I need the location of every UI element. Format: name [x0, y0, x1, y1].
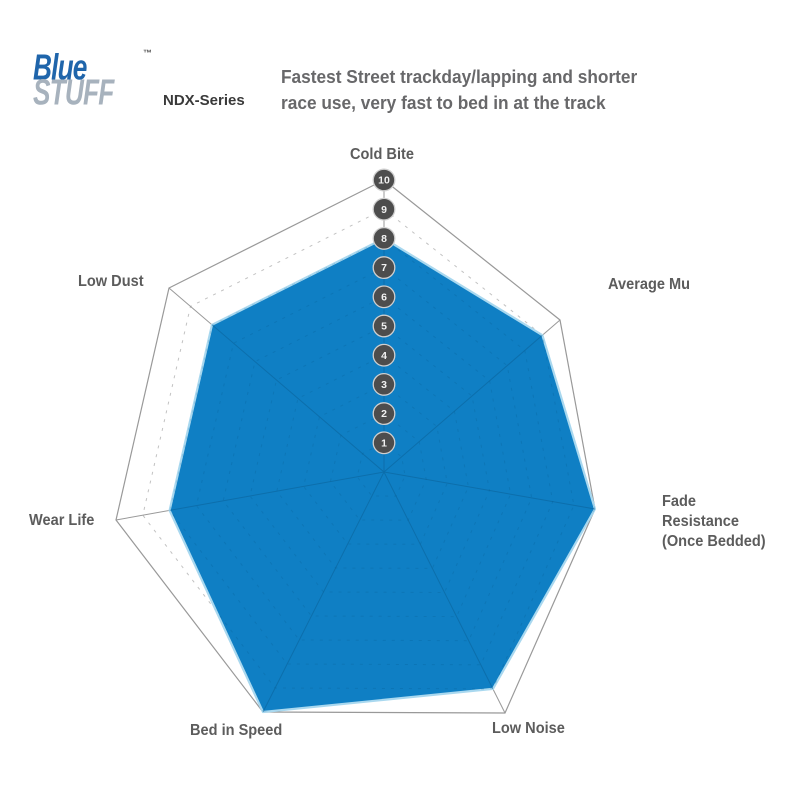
svg-text:1: 1 — [381, 437, 387, 449]
svg-text:10: 10 — [378, 175, 390, 187]
svg-text:8: 8 — [381, 233, 387, 245]
svg-text:3: 3 — [381, 379, 387, 391]
svg-text:4: 4 — [381, 350, 387, 362]
svg-text:2: 2 — [381, 408, 387, 420]
svg-text:5: 5 — [381, 321, 387, 333]
svg-text:7: 7 — [381, 262, 387, 274]
svg-text:9: 9 — [381, 204, 387, 216]
svg-text:6: 6 — [381, 291, 387, 303]
